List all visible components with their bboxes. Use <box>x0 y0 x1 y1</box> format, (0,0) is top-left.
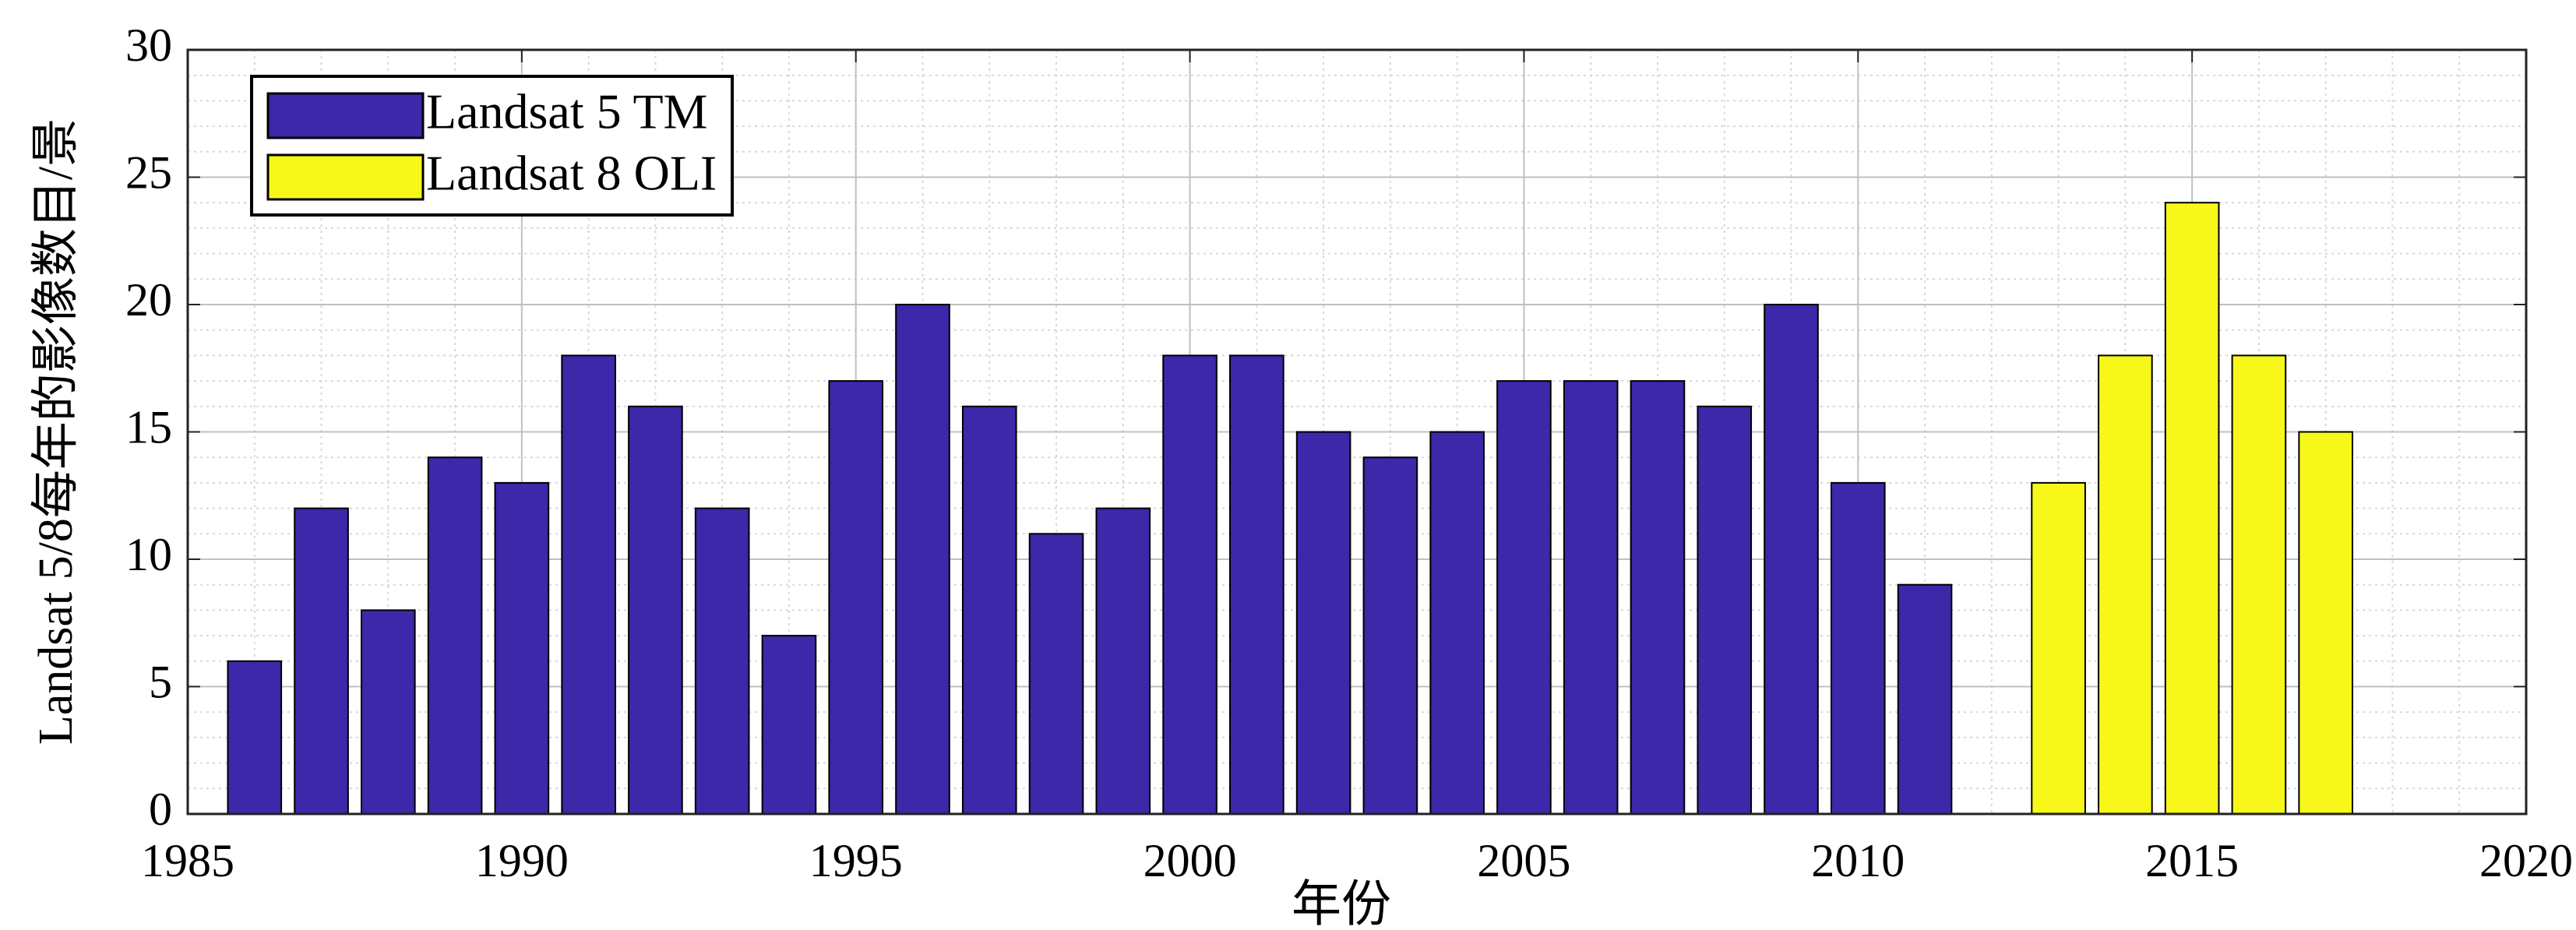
x-tick-label: 2020 <box>2479 835 2573 886</box>
y-tick-label: 5 <box>149 656 172 707</box>
x-tick-label: 1990 <box>475 835 569 886</box>
x-tick-label: 2005 <box>1477 835 1570 886</box>
bar <box>227 660 283 815</box>
bar <box>1630 380 1686 816</box>
bar <box>1095 507 1151 815</box>
bar <box>2298 431 2353 815</box>
x-tick-label: 2015 <box>2145 835 2239 886</box>
bar <box>2164 202 2220 815</box>
x-tick-label: 1985 <box>141 835 234 886</box>
bar <box>1295 431 1351 815</box>
bar <box>427 456 483 815</box>
bar <box>2031 481 2086 816</box>
bar <box>828 380 884 816</box>
bar <box>1229 354 1284 815</box>
bar <box>1830 481 1886 816</box>
bar <box>1764 304 1819 815</box>
bar <box>694 507 750 815</box>
x-tick-label: 2010 <box>1811 835 1905 886</box>
bar <box>761 635 817 815</box>
y-tick-label: 20 <box>125 274 172 326</box>
legend-label: Landsat 8 OLI <box>426 146 717 201</box>
bar <box>2098 354 2153 815</box>
bar <box>628 405 683 815</box>
bar <box>1697 405 1753 815</box>
x-axis-label: 年份 <box>1292 877 1391 930</box>
bar <box>1162 354 1218 815</box>
bar <box>294 507 349 815</box>
plot-frame <box>186 48 2528 816</box>
bar <box>1362 456 1418 815</box>
y-tick-label: 30 <box>125 19 172 71</box>
legend-swatch <box>266 153 425 201</box>
x-tick-label: 2000 <box>1144 835 1237 886</box>
bar <box>561 354 616 815</box>
bar <box>895 304 950 815</box>
bar <box>361 609 416 816</box>
bar <box>1429 431 1485 815</box>
legend-label: Landsat 5 TM <box>426 84 707 139</box>
y-tick-label: 10 <box>125 529 172 580</box>
bar <box>961 405 1017 815</box>
bar <box>1028 533 1084 815</box>
y-tick-label: 0 <box>149 784 172 835</box>
legend-swatch <box>266 92 425 139</box>
y-tick-label: 15 <box>125 401 172 453</box>
bar <box>1897 583 1953 815</box>
bar <box>2231 354 2287 815</box>
bar <box>1496 380 1552 816</box>
x-tick-label: 1995 <box>809 835 903 886</box>
bar <box>1563 380 1619 816</box>
y-tick-label: 25 <box>125 146 172 198</box>
bar <box>494 481 550 816</box>
y-axis-label: Landsat 5/8每年的影像数目/景 <box>30 118 83 745</box>
